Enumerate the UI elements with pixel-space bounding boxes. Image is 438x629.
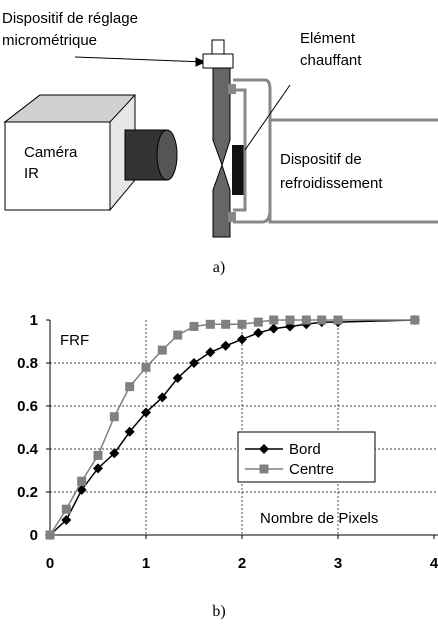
label: Dispositif de <box>280 151 362 168</box>
cooler <box>270 120 438 222</box>
x-tick-label: 2 <box>238 555 246 572</box>
marker <box>221 320 230 329</box>
marker <box>221 341 231 351</box>
legend-label: Bord <box>289 441 321 458</box>
legend-label: Centre <box>289 461 334 478</box>
caption: a) <box>213 259 225 276</box>
annotation: Nombre de Pixels <box>260 510 378 527</box>
x-tick-label: 0 <box>46 555 54 572</box>
x-tick-label: 3 <box>334 555 342 572</box>
series-line <box>50 320 415 535</box>
marker <box>253 328 263 338</box>
label: Dispositif de réglage <box>2 10 138 27</box>
marker <box>142 363 151 372</box>
marker <box>238 320 247 329</box>
x-tick-label: 1 <box>142 555 150 572</box>
annotation: FRF <box>60 332 89 349</box>
marker <box>46 531 55 540</box>
marker <box>260 465 269 474</box>
series-line <box>50 320 415 535</box>
marker <box>302 316 311 325</box>
y-tick-label: 0.6 <box>17 398 38 415</box>
label: Caméra <box>24 144 78 161</box>
marker <box>410 316 419 325</box>
y-tick-label: 1 <box>30 312 38 329</box>
marker <box>173 331 182 340</box>
marker <box>206 320 215 329</box>
marker <box>190 322 199 331</box>
marker <box>269 316 278 325</box>
label: Elément <box>300 30 356 47</box>
figure: Dispositif de réglage micrométrique Elém… <box>0 0 438 629</box>
label: IR <box>24 165 39 182</box>
marker <box>205 347 215 357</box>
label: refroidissement <box>280 175 383 192</box>
marker <box>94 451 103 460</box>
y-tick-label: 0 <box>30 527 38 544</box>
y-tick-label: 0.4 <box>17 441 39 458</box>
marker <box>125 382 134 391</box>
label: chauffant <box>300 52 362 69</box>
label: micrométrique <box>2 32 97 49</box>
marker <box>317 316 326 325</box>
marker <box>158 346 167 355</box>
marker <box>77 477 86 486</box>
marker <box>286 316 295 325</box>
marker <box>334 316 343 325</box>
marker <box>254 318 263 327</box>
y-tick-label: 0.2 <box>17 484 38 501</box>
caption: b) <box>212 603 225 620</box>
marker <box>62 505 71 514</box>
x-tick-label: 4 <box>430 555 438 572</box>
marker <box>237 334 247 344</box>
marker <box>269 324 279 334</box>
y-tick-label: 0.8 <box>17 355 38 372</box>
marker <box>110 412 119 421</box>
page: Dispositif de réglage micrométrique Elém… <box>0 0 438 629</box>
